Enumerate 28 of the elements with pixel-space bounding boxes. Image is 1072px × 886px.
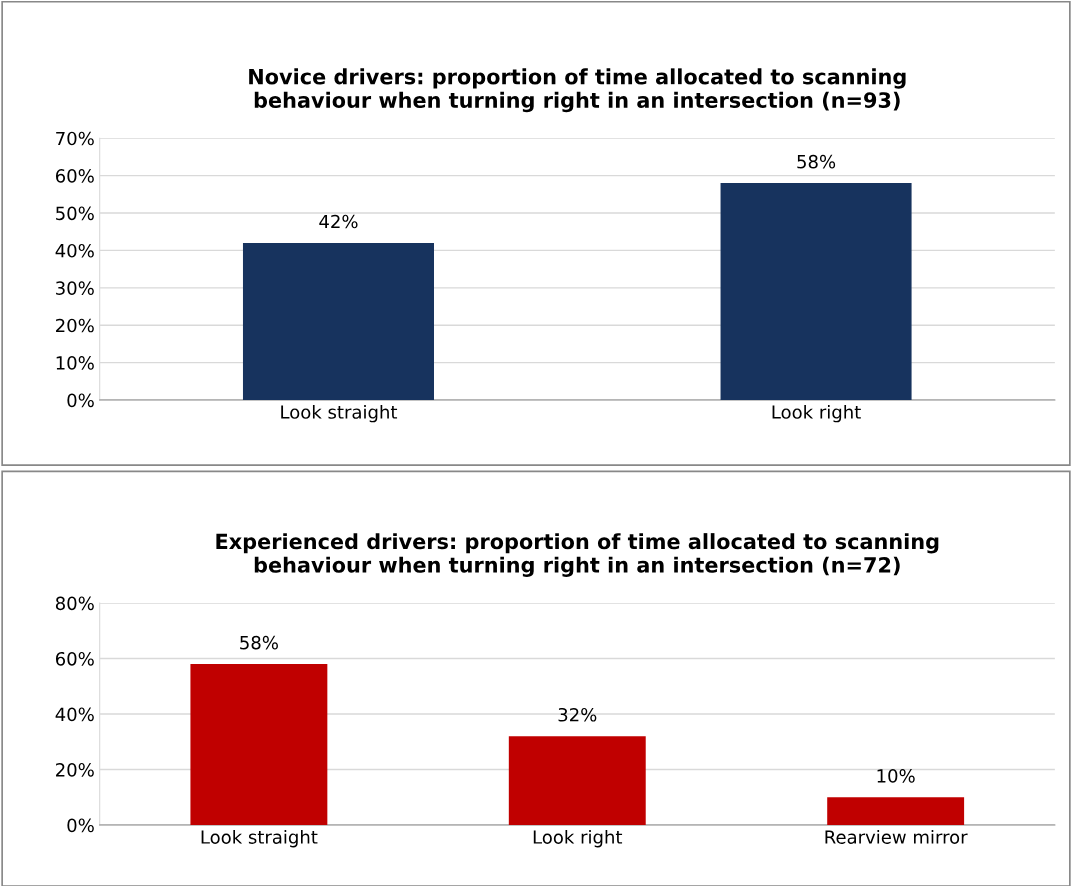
data-label: 32%	[558, 707, 597, 722]
y-tick-label: 0%	[67, 393, 94, 408]
x-tick-label: Look right	[772, 404, 861, 423]
y-tick-label: 60%	[55, 651, 94, 666]
y-tick-label: 30%	[56, 281, 94, 295]
chart-title: Novice drivers: proportion of time allocated to scanning behaviour when turning right in an intersection (n=93)	[249, 68, 906, 113]
data-label: 10%	[877, 769, 915, 783]
x-tick-label: Look straight	[201, 829, 318, 848]
y-tick-label: 60%	[55, 169, 94, 183]
bar	[827, 797, 965, 826]
data-label: 58%	[797, 154, 836, 169]
x-tick-label: Look right	[533, 829, 623, 848]
y-tick-label: 20%	[56, 318, 94, 333]
y-tick-label: 40%	[55, 707, 94, 722]
y-tick-label: 10%	[56, 356, 94, 370]
x-tick-label: Rearview mirror	[825, 829, 968, 844]
x-tick-label: Look straight	[281, 404, 398, 423]
y-tick-label: 50%	[56, 206, 94, 221]
bar	[508, 736, 646, 826]
y-tick-label: 80%	[55, 596, 94, 611]
y-tick-label: 40%	[55, 243, 94, 258]
data-label: 42%	[319, 214, 358, 229]
chart-title: Experienced drivers: proportion of time allocated to scanning behaviour when turning right in an intersection (n=72)	[216, 533, 939, 577]
y-tick-label: 70%	[56, 131, 94, 146]
data-label: 58%	[240, 635, 278, 650]
bar	[190, 664, 328, 826]
y-tick-label: 0%	[67, 818, 94, 833]
y-tick-label: 20%	[56, 762, 94, 777]
